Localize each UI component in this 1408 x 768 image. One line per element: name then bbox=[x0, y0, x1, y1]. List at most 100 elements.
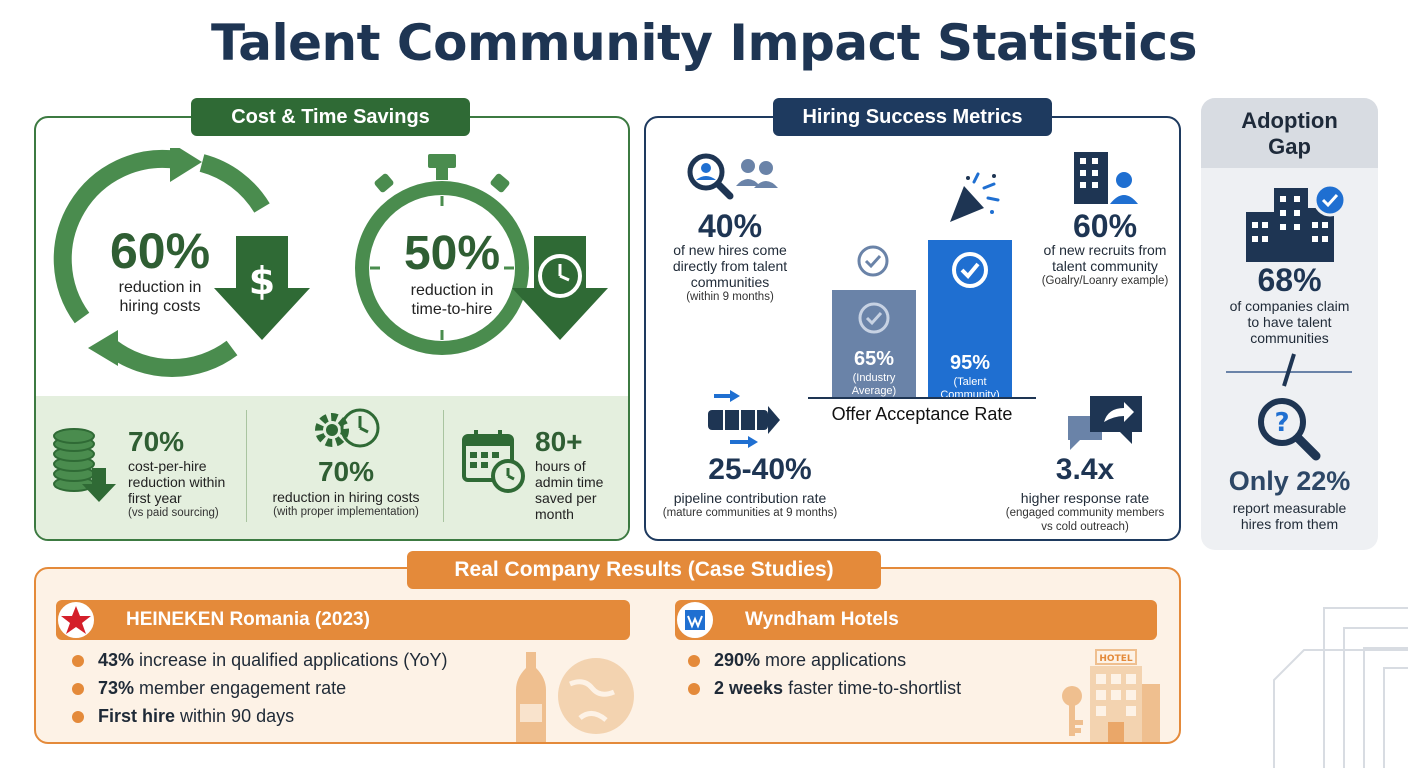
adoption-label-meas-1: report measurable bbox=[1232, 500, 1347, 516]
stat-note-resp-1: (engaged community members bbox=[1005, 507, 1165, 519]
coins-down-icon bbox=[53, 428, 116, 502]
bar-sub-label-1: (Industry Average) bbox=[832, 372, 916, 398]
beer-globe-icon bbox=[516, 652, 634, 742]
adoption-label-claim-3: communities bbox=[1250, 330, 1329, 346]
wyndham-b1-text: more applications bbox=[760, 650, 907, 670]
stat-note-resp-2: vs cold outreach) bbox=[1041, 521, 1129, 533]
stat-value-new-recruits: 60% bbox=[1072, 208, 1138, 244]
adoption-gap-header: Adoption Gap bbox=[1201, 98, 1378, 168]
stat-value-admin-hours: 80+ bbox=[535, 426, 583, 457]
heineken-b1-text: increase in qualified applications (YoY) bbox=[134, 650, 448, 670]
stat-label-nr-2: talent community bbox=[1052, 258, 1158, 274]
adoption-label-claim-2: to have talent bbox=[1247, 314, 1332, 330]
chat-reply-icon bbox=[1068, 396, 1142, 450]
heineken-b2-text: member engagement rate bbox=[134, 678, 347, 698]
office-check-icon bbox=[1246, 183, 1347, 262]
party-popper-icon bbox=[950, 172, 1000, 222]
adoption-value-measurable: Only 22% bbox=[1228, 466, 1351, 496]
heineken-star-icon bbox=[56, 600, 96, 640]
hero-stat-label-1b: hiring costs bbox=[119, 298, 201, 315]
bar-sub-label-1a: (Industry bbox=[852, 372, 896, 384]
stat-value-pipeline: 25-40% bbox=[708, 453, 812, 486]
hero-stat-label-1: reduction in hiring costs bbox=[90, 278, 230, 316]
adoption-label-measurable: report measurable hires from them bbox=[1201, 500, 1378, 532]
hero-stat-value-1: 60% bbox=[109, 223, 211, 279]
stat-label-new-recruits: of new recruits from talent community (G… bbox=[1025, 242, 1185, 288]
stat-label-reduction: reduction in hiring costs (with proper i… bbox=[248, 489, 444, 519]
adoption-label-meas-2: hires from them bbox=[1240, 516, 1339, 532]
hero-stat-label-1a: reduction in bbox=[118, 279, 202, 296]
heineken-b3-bold: First hire bbox=[98, 706, 176, 726]
wyndham-bullet-2: 2 weeks faster time-to-shortlist bbox=[688, 678, 961, 699]
hotel-key-icon: HOTEL bbox=[1062, 649, 1160, 742]
hero-stat-label-2a: reduction in bbox=[410, 282, 494, 299]
hero-stat-value-2: 50% bbox=[403, 227, 501, 280]
bar-industry-average: 65% (Industry Average) bbox=[832, 290, 916, 398]
heineken-b2-bold: 73% bbox=[98, 678, 135, 698]
offer-acceptance-chart: 65% (Industry Average) 95% (Talent Commu… bbox=[808, 210, 1036, 401]
stat-label-nr-1: of new recruits from bbox=[1043, 242, 1167, 258]
stat-label-new-hires: of new hires come directly from talent c… bbox=[655, 242, 805, 304]
cost-time-tab: Cost & Time Savings bbox=[191, 98, 470, 136]
check-bullet-icon bbox=[72, 683, 84, 695]
stat-divider-2 bbox=[443, 410, 444, 522]
stat-note-nr: (Goalry/Loanry example) bbox=[1041, 275, 1169, 287]
stat-label-cph-2: reduction within bbox=[128, 474, 226, 490]
bar-sub-label-1b: Average) bbox=[851, 385, 897, 397]
question-search-icon: ? bbox=[1258, 398, 1321, 461]
wyndham-b1-bold: 290% bbox=[714, 650, 761, 670]
dollar-down-arrow-icon: $ bbox=[214, 236, 310, 340]
stat-value-response: 3.4x bbox=[1055, 453, 1115, 486]
stat-note-nh: (within 9 months) bbox=[686, 291, 774, 303]
bar-sub-label-2b: Community) bbox=[940, 389, 1000, 401]
adoption-label-claim: of companies claim to have talent commun… bbox=[1201, 298, 1378, 346]
bar-value-label-2: 95% bbox=[949, 352, 991, 374]
stopwatch-icon bbox=[355, 154, 529, 355]
page-title: Talent Community Impact Statistics bbox=[211, 14, 1197, 72]
stat-label-resp-1: higher response rate bbox=[1020, 490, 1150, 506]
svg-text:$: $ bbox=[249, 259, 275, 303]
gear-clock-icon bbox=[315, 408, 380, 448]
heineken-b3-text: within 90 days bbox=[175, 706, 295, 726]
stat-label-nh-1: of new hires come bbox=[673, 242, 787, 258]
wyndham-b2-bold: 2 weeks bbox=[714, 678, 784, 698]
stat-note-cph: (vs paid sourcing) bbox=[128, 507, 219, 519]
stat-label-nh-3: communities bbox=[690, 274, 770, 290]
check-circle-icon bbox=[857, 245, 889, 277]
pipeline-arrows-icon bbox=[708, 390, 780, 448]
check-bullet-icon bbox=[72, 655, 84, 667]
stat-label-admin-4: month bbox=[535, 506, 574, 522]
stat-label-cph-3: first year bbox=[128, 490, 182, 506]
building-person-icon bbox=[1074, 152, 1138, 204]
gap-separator bbox=[1226, 353, 1352, 387]
adoption-gap-panel: Adoption Gap bbox=[1201, 98, 1378, 550]
calendar-clock-icon bbox=[462, 430, 525, 493]
hero-stat-label-2: reduction in time-to-hire bbox=[382, 281, 522, 319]
recycle-arrows-icon bbox=[53, 148, 270, 377]
check-bullet-icon bbox=[688, 655, 700, 667]
adoption-value-claim: 68% bbox=[1257, 262, 1322, 298]
decorative-corner-lines bbox=[1273, 607, 1408, 768]
stat-label-pipeline: pipeline contribution rate (mature commu… bbox=[650, 490, 850, 520]
bar-talent-community: 95% (Talent Community) bbox=[928, 240, 1012, 401]
stat-label-response: higher response rate (engaged community … bbox=[1000, 490, 1170, 534]
stat-label-admin-3: saved per bbox=[535, 490, 597, 506]
stat-label-nh-2: directly from talent bbox=[672, 258, 788, 274]
stat-value-reduction: 70% bbox=[317, 456, 375, 487]
stat-label-cost-per-hire: cost-per-hire reduction within first yea… bbox=[128, 458, 225, 520]
stat-divider-1 bbox=[246, 410, 247, 522]
bar-sub-label-2a: (Talent bbox=[953, 376, 987, 388]
adoption-title-1: Adoption bbox=[1241, 108, 1338, 133]
check-bullet-icon bbox=[72, 711, 84, 723]
search-people-icon bbox=[687, 153, 778, 200]
chart-title: Offer Acceptance Rate bbox=[831, 404, 1013, 424]
stat-label-admin-1: hours of bbox=[535, 458, 586, 474]
adoption-title-2: Gap bbox=[1268, 134, 1311, 159]
stat-label-red-1: reduction in hiring costs bbox=[272, 489, 420, 505]
case-studies-tab: Real Company Results (Case Studies) bbox=[407, 551, 881, 589]
heineken-bullet-2: 73% member engagement rate bbox=[72, 678, 346, 699]
check-bullet-icon bbox=[688, 683, 700, 695]
stat-note-red: (with proper implementation) bbox=[273, 506, 419, 518]
stat-label-admin-hours: hours of admin time saved per month bbox=[535, 458, 603, 522]
stat-label-pipe-1: pipeline contribution rate bbox=[673, 490, 827, 506]
